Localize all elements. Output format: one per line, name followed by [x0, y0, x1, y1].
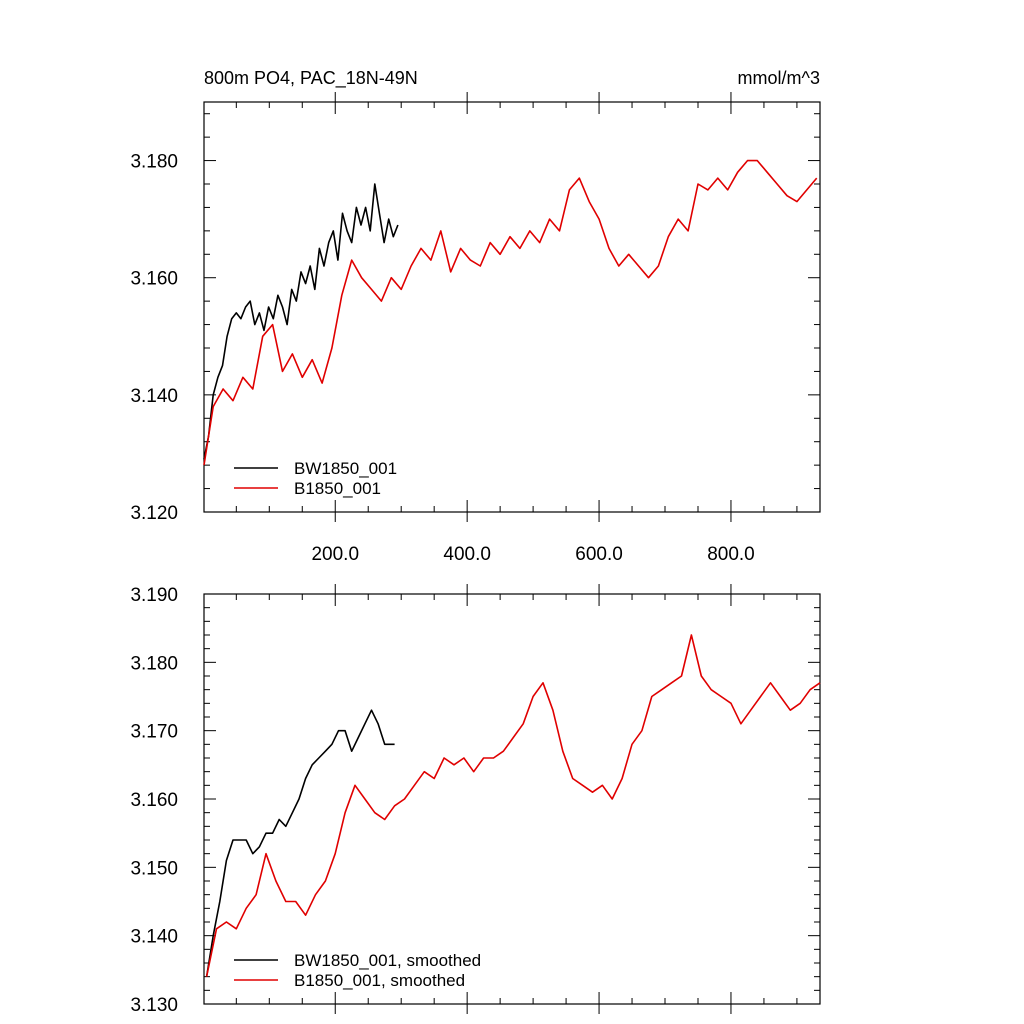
legend-label: B1850_001, smoothed	[294, 971, 465, 990]
y-tick-label: 3.160	[130, 269, 178, 290]
bottom-series-group	[205, 634, 821, 977]
x-tick-label: 400.0	[443, 544, 491, 565]
top-series-group	[203, 159, 818, 466]
series-line-0	[203, 183, 399, 460]
series-line-1	[203, 159, 818, 466]
top-tick-marks	[204, 92, 820, 522]
series-line-1	[205, 634, 821, 977]
legend-label: B1850_001	[294, 479, 381, 498]
y-tick-label: 3.120	[130, 503, 178, 524]
x-tick-label: 200.0	[311, 544, 359, 565]
top-y-tick-labels: 3.120 3.140 3.160 3.180	[130, 152, 178, 524]
legend-label: BW1850_001, smoothed	[294, 951, 481, 970]
series-line-0	[205, 709, 395, 977]
bottom-tick-marks	[204, 584, 820, 1014]
y-tick-label: 3.140	[130, 927, 178, 948]
x-tick-label: 800.0	[707, 544, 755, 565]
y-tick-label: 3.170	[130, 722, 178, 743]
top-panel-frame	[203, 101, 821, 513]
y-tick-label: 3.180	[130, 152, 178, 173]
bottom-y-tick-labels: 3.130 3.140 3.150 3.160 3.170 3.180 3.190	[130, 585, 178, 1016]
top-panel: 800m PO4, PAC_18N-49N mmol/m^3 3.120 3.14…	[130, 68, 821, 565]
top-panel-title: 800m PO4, PAC_18N-49N	[204, 68, 418, 89]
x-tick-label: 600.0	[575, 544, 623, 565]
bottom-panel: 3.130 3.140 3.150 3.160 3.170 3.180 3.190 BW18…	[130, 584, 821, 1016]
legend-label: BW1850_001	[294, 459, 397, 478]
y-tick-label: 3.180	[130, 653, 178, 674]
y-tick-label: 3.150	[130, 858, 178, 879]
top-panel-units: mmol/m^3	[738, 68, 820, 88]
y-tick-label: 3.190	[130, 585, 178, 606]
y-tick-label: 3.130	[130, 995, 178, 1016]
top-x-tick-labels: 200.0 400.0 600.0 800.0	[311, 544, 754, 565]
y-tick-label: 3.160	[130, 790, 178, 811]
bottom-panel-frame	[203, 593, 821, 1005]
y-tick-label: 3.140	[130, 386, 178, 407]
